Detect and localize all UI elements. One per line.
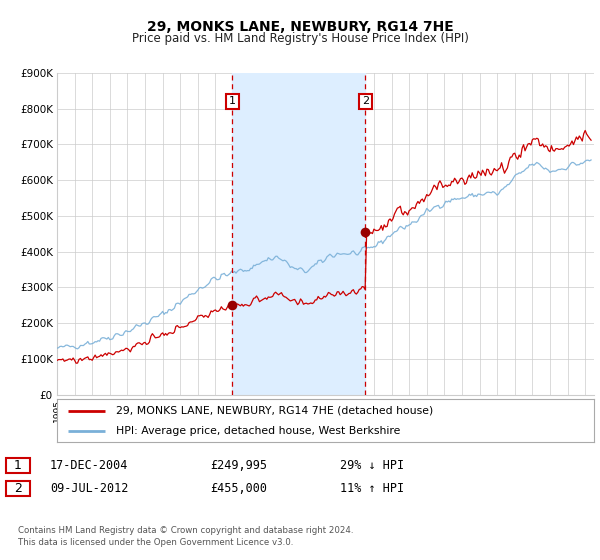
Text: 29, MONKS LANE, NEWBURY, RG14 7HE: 29, MONKS LANE, NEWBURY, RG14 7HE xyxy=(146,20,454,34)
Text: 1: 1 xyxy=(229,96,236,106)
FancyBboxPatch shape xyxy=(6,458,30,473)
Text: 11% ↑ HPI: 11% ↑ HPI xyxy=(340,482,404,494)
Text: 2: 2 xyxy=(14,482,22,494)
Text: £249,995: £249,995 xyxy=(210,459,267,472)
FancyBboxPatch shape xyxy=(6,480,30,496)
Text: HPI: Average price, detached house, West Berkshire: HPI: Average price, detached house, West… xyxy=(116,426,400,436)
Bar xyxy=(232,73,365,395)
Text: £455,000: £455,000 xyxy=(210,482,267,494)
Text: 1: 1 xyxy=(14,459,22,472)
Text: 09-JUL-2012: 09-JUL-2012 xyxy=(50,482,128,494)
Text: Price paid vs. HM Land Registry's House Price Index (HPI): Price paid vs. HM Land Registry's House … xyxy=(131,32,469,45)
Text: Contains HM Land Registry data © Crown copyright and database right 2024.
This d: Contains HM Land Registry data © Crown c… xyxy=(18,526,353,547)
Text: 17-DEC-2004: 17-DEC-2004 xyxy=(50,459,128,472)
Text: 29% ↓ HPI: 29% ↓ HPI xyxy=(340,459,404,472)
Text: 2: 2 xyxy=(362,96,369,106)
Text: 29, MONKS LANE, NEWBURY, RG14 7HE (detached house): 29, MONKS LANE, NEWBURY, RG14 7HE (detac… xyxy=(116,405,433,416)
